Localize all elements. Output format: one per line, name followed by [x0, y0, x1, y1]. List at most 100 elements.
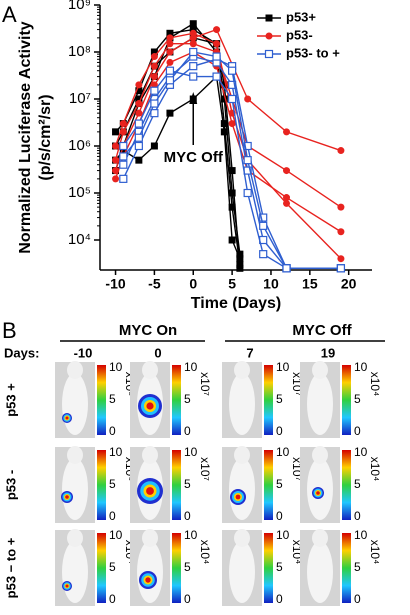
data-point [337, 255, 345, 263]
colorbar-label: 10 [354, 360, 368, 374]
colorbar [97, 450, 106, 520]
mouse-head [234, 446, 250, 464]
data-point [212, 52, 221, 61]
mouse-head [312, 361, 328, 379]
data-point [189, 47, 198, 57]
x-tick-label: 0 [189, 276, 197, 292]
data-point [243, 188, 252, 198]
colorbar-label: 10 [184, 445, 198, 459]
data-point [150, 53, 158, 61]
mouse-head [142, 446, 158, 464]
data-point [228, 203, 236, 211]
colorbar-label: 5 [109, 560, 116, 574]
y-tick-label: 10⁷ [69, 90, 91, 107]
day-label: 19 [321, 345, 335, 360]
data-point [119, 141, 128, 151]
row-label: p53 − to + [3, 537, 18, 598]
x-axis-label: Time (Days) [191, 295, 281, 312]
data-point [166, 48, 174, 56]
data-point [166, 58, 174, 66]
x-tick-label: 5 [228, 276, 236, 292]
y-tick-label: 10⁶ [68, 137, 91, 154]
data-point [119, 147, 127, 155]
mouse-body [62, 541, 88, 603]
colorbar-label: 10 [109, 360, 123, 374]
series-line [115, 28, 241, 269]
mouse-head [234, 361, 250, 379]
colorbar [264, 533, 273, 603]
data-point [243, 156, 252, 165]
colorbar-label: 5 [109, 392, 116, 406]
y-tick-label: 10⁴ [68, 231, 91, 248]
x-tick-label: 15 [302, 276, 318, 292]
data-point [337, 228, 345, 236]
data-point [112, 142, 120, 150]
data-point [283, 128, 291, 136]
legend-marker [265, 32, 273, 40]
annotation-arrowhead [189, 92, 198, 104]
data-point [119, 152, 128, 161]
x-tick-label: -5 [148, 276, 161, 292]
colorbar [172, 533, 181, 603]
data-point [134, 141, 143, 151]
colorbar-label: 0 [354, 509, 361, 523]
colorbar-label: 0 [109, 592, 116, 606]
data-point [150, 73, 158, 81]
colorbar-label: 5 [354, 392, 361, 406]
colorbar [342, 533, 351, 603]
data-point [150, 109, 159, 118]
mouse-body [229, 373, 255, 435]
colorbar-label: 0 [109, 424, 116, 438]
signal-spot [145, 577, 151, 583]
data-point [166, 34, 174, 42]
data-point [189, 40, 197, 48]
data-point [135, 95, 143, 103]
scale-label: x10⁴ [198, 540, 212, 565]
colorbar-label: 0 [184, 509, 191, 523]
y-tick-label: 10⁹ [68, 0, 91, 13]
mouse-head [67, 529, 83, 547]
data-point [337, 147, 345, 155]
panel-label: A [2, 2, 17, 27]
y-axis-label: (p/s/cm²/sr) [37, 94, 54, 180]
data-point [243, 141, 252, 151]
group-header: MYC On [119, 322, 177, 339]
colorbar-label: 5 [276, 560, 283, 574]
data-point [119, 120, 127, 128]
colorbar-label: 10 [276, 360, 290, 374]
signal-spot [65, 495, 69, 499]
x-tick-label: -10 [105, 276, 125, 292]
mouse-head [142, 361, 158, 379]
colorbar [342, 365, 351, 435]
legend-marker [265, 14, 273, 22]
data-point [228, 66, 237, 75]
colorbar-label: 10 [354, 528, 368, 542]
series-line [122, 51, 288, 269]
data-point [244, 95, 252, 103]
colorbar-label: 5 [354, 477, 361, 491]
mouse-head [234, 529, 250, 547]
colorbar [264, 450, 273, 520]
data-point [236, 255, 244, 263]
colorbar-label: 0 [354, 592, 361, 606]
colorbar-label: 5 [276, 477, 283, 491]
mouse-head [67, 446, 83, 464]
colorbar-label: 10 [109, 528, 123, 542]
data-point [220, 120, 228, 128]
colorbar-label: 10 [276, 445, 290, 459]
colorbar-label: 0 [276, 592, 283, 606]
data-point [228, 236, 236, 244]
mouse-head [312, 529, 328, 547]
data-point [236, 250, 244, 258]
data-point [119, 174, 128, 183]
signal-spot [235, 494, 241, 500]
data-point [189, 29, 197, 37]
data-point [228, 120, 236, 128]
data-point [150, 48, 158, 56]
colorbar-label: 5 [354, 560, 361, 574]
data-point [213, 26, 221, 34]
data-point [165, 76, 175, 85]
data-point [283, 194, 291, 202]
